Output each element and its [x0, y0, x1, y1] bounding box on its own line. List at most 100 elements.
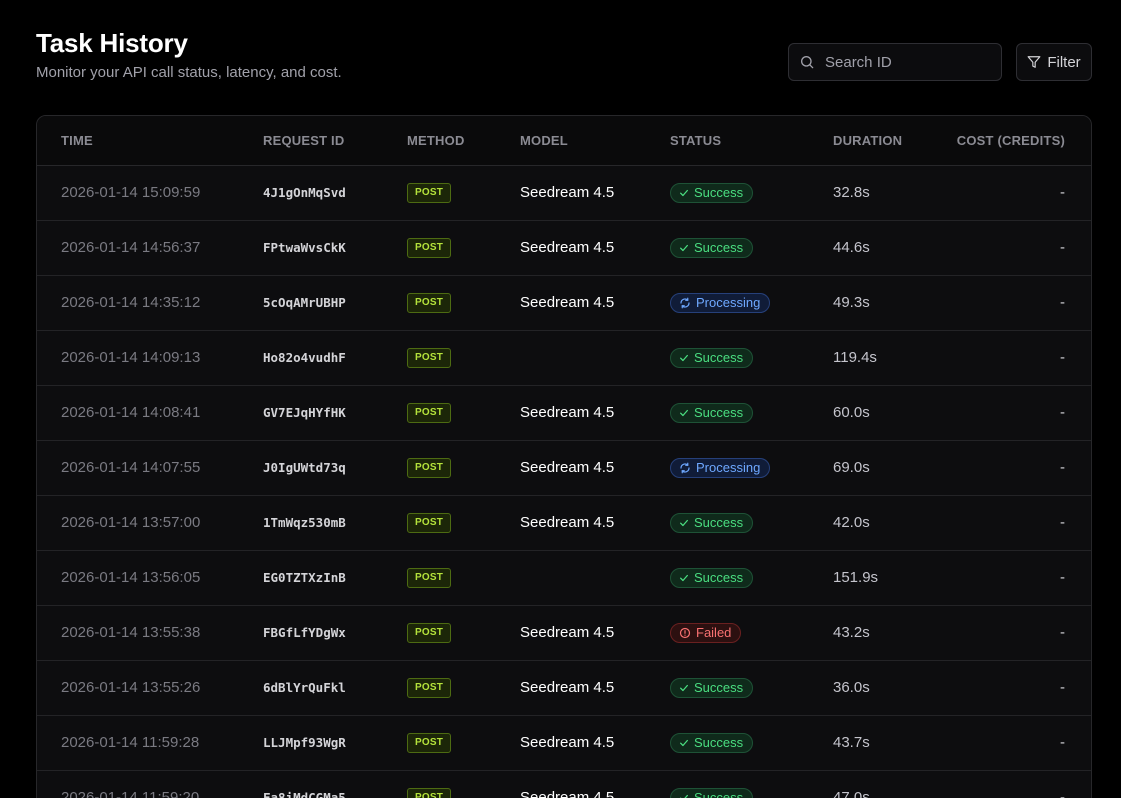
- filter-button[interactable]: Filter: [1016, 43, 1092, 81]
- row-status: Success: [670, 221, 754, 275]
- method-badge: POST: [407, 567, 452, 588]
- status-badge: Success: [670, 182, 754, 203]
- row-request-id[interactable]: GV7EJqHYfHK: [263, 405, 346, 420]
- column-header-method[interactable]: METHOD: [407, 133, 465, 148]
- status-label: Processing: [696, 459, 761, 475]
- row-model: Seedream 4.5: [520, 239, 615, 256]
- row-request-id[interactable]: Fa8iMdCGMa5: [263, 790, 346, 798]
- filter-icon: [1027, 56, 1041, 68]
- row-status: Success: [670, 661, 754, 715]
- row-model: Seedream 4.5: [520, 404, 615, 421]
- row-request-id[interactable]: 4J1gOnMqSvd: [263, 185, 346, 200]
- filter-button-label: Filter: [1047, 53, 1081, 71]
- row-cost: -: [1060, 624, 1065, 641]
- search-input[interactable]: [823, 52, 987, 72]
- table-row[interactable]: 2026-01-14 14:56:37 FPtwaWvsCkK POST Seedre…: [37, 221, 1091, 276]
- row-status: Success: [670, 716, 754, 770]
- method-badge: POST: [407, 622, 452, 643]
- row-model: Seedream 4.5: [520, 294, 615, 311]
- row-cost: -: [1060, 734, 1065, 751]
- method-badge: POST: [407, 512, 452, 533]
- column-header-cost[interactable]: COST (CREDITS): [956, 133, 1065, 148]
- status-label: Success: [694, 569, 744, 585]
- method-badge: POST: [407, 347, 452, 368]
- row-duration: 43.2s: [833, 624, 870, 641]
- status-label: Success: [694, 514, 744, 530]
- row-duration: 69.0s: [833, 459, 870, 476]
- column-header-request-id[interactable]: REQUEST ID: [263, 133, 345, 148]
- row-duration: 60.0s: [833, 404, 870, 421]
- search-box[interactable]: [788, 43, 1002, 81]
- row-request-id[interactable]: FPtwaWvsCkK: [263, 240, 346, 255]
- row-status: Success: [670, 166, 754, 220]
- method-badge: POST: [407, 732, 452, 753]
- table-body: 2026-01-14 15:09:59 4J1gOnMqSvd POST Seedre…: [37, 166, 1091, 798]
- row-duration: 44.6s: [833, 239, 870, 256]
- refresh-icon: [680, 462, 690, 474]
- status-badge: Success: [670, 677, 754, 698]
- table-row[interactable]: 2026-01-14 15:09:59 4J1gOnMqSvd POST Seedre…: [37, 166, 1091, 221]
- table-row[interactable]: 2026-01-14 13:57:00 1TmWqz530mB POST Seedre…: [37, 496, 1091, 551]
- status-label: Failed: [696, 624, 732, 640]
- table-row[interactable]: 2026-01-14 14:08:41 GV7EJqHYfHK POST Seedre…: [37, 386, 1091, 441]
- check-icon: [680, 684, 688, 691]
- row-request-id[interactable]: EG0TZTXzInB: [263, 570, 346, 585]
- check-icon: [680, 244, 688, 251]
- row-cost: -: [1060, 679, 1065, 696]
- row-method: POST: [407, 661, 452, 715]
- row-cost: -: [1060, 239, 1065, 256]
- row-request-id[interactable]: 6dBlYrQuFkl: [263, 680, 346, 695]
- row-model: Seedream 4.5: [520, 624, 615, 641]
- row-request-id[interactable]: Ho82o4vudhF: [263, 350, 346, 365]
- alert-circle-icon: [679, 627, 691, 638]
- table-row[interactable]: 2026-01-14 13:56:05 EG0TZTXzInB POST Succes…: [37, 551, 1091, 606]
- row-request-id[interactable]: FBGfLfYDgWx: [263, 625, 346, 640]
- row-status: Failed: [670, 606, 742, 660]
- status-badge: Success: [670, 732, 754, 753]
- table-row[interactable]: 2026-01-14 13:55:38 FBGfLfYDgWx POST Seedre…: [37, 606, 1091, 661]
- page-header: Task History Monitor your API call statu…: [36, 26, 342, 83]
- row-model: Seedream 4.5: [520, 459, 615, 476]
- table-row[interactable]: 2026-01-14 11:59:28 LLJMpf93WgR POST Seedre…: [37, 716, 1091, 771]
- row-cost: -: [1060, 569, 1065, 586]
- table-row[interactable]: 2026-01-14 14:09:13 Ho82o4vudhF POST Succes…: [37, 331, 1091, 386]
- row-time: 2026-01-14 13:57:00: [61, 514, 201, 531]
- row-model: Seedream 4.5: [520, 184, 615, 201]
- row-time: 2026-01-14 14:56:37: [61, 239, 201, 256]
- row-status: Success: [670, 496, 754, 550]
- column-header-time[interactable]: TIME: [61, 133, 93, 148]
- status-label: Success: [694, 239, 744, 255]
- row-request-id[interactable]: 1TmWqz530mB: [263, 515, 346, 530]
- column-header-model[interactable]: MODEL: [520, 133, 568, 148]
- task-table: TIME REQUEST ID METHOD MODEL STATUS DURA…: [36, 115, 1092, 798]
- row-cost: -: [1060, 184, 1065, 201]
- row-request-id[interactable]: LLJMpf93WgR: [263, 735, 346, 750]
- row-status: Success: [670, 386, 754, 440]
- table-row[interactable]: 2026-01-14 13:55:26 6dBlYrQuFkl POST Seedre…: [37, 661, 1091, 716]
- row-status: Processing: [670, 276, 771, 330]
- row-model: Seedream 4.5: [520, 734, 615, 751]
- table-row[interactable]: 2026-01-14 14:35:12 5cOqAMrUBHP POST Seedre…: [37, 276, 1091, 331]
- method-badge: POST: [407, 182, 452, 203]
- method-badge: POST: [407, 292, 452, 313]
- row-time: 2026-01-14 13:55:26: [61, 679, 201, 696]
- row-duration: 42.0s: [833, 514, 870, 531]
- row-cost: -: [1060, 349, 1065, 366]
- row-duration: 151.9s: [833, 569, 879, 586]
- row-request-id[interactable]: J0IgUWtd73q: [263, 460, 346, 475]
- row-status: Processing: [670, 441, 771, 495]
- row-request-id[interactable]: 5cOqAMrUBHP: [263, 295, 346, 310]
- row-cost: -: [1060, 459, 1065, 476]
- column-header-status[interactable]: STATUS: [670, 133, 722, 148]
- row-status: Success: [670, 331, 754, 385]
- method-badge: POST: [407, 457, 452, 478]
- row-cost: -: [1060, 294, 1065, 311]
- row-method: POST: [407, 606, 452, 660]
- table-row[interactable]: 2026-01-14 11:59:20 Fa8iMdCGMa5 POST Seedre…: [37, 771, 1091, 798]
- status-badge: Processing: [670, 292, 771, 313]
- table-row[interactable]: 2026-01-14 14:07:55 J0IgUWtd73q POST Seedre…: [37, 441, 1091, 496]
- status-label: Success: [694, 349, 744, 365]
- status-label: Success: [694, 404, 744, 420]
- column-header-duration[interactable]: DURATION: [833, 133, 903, 148]
